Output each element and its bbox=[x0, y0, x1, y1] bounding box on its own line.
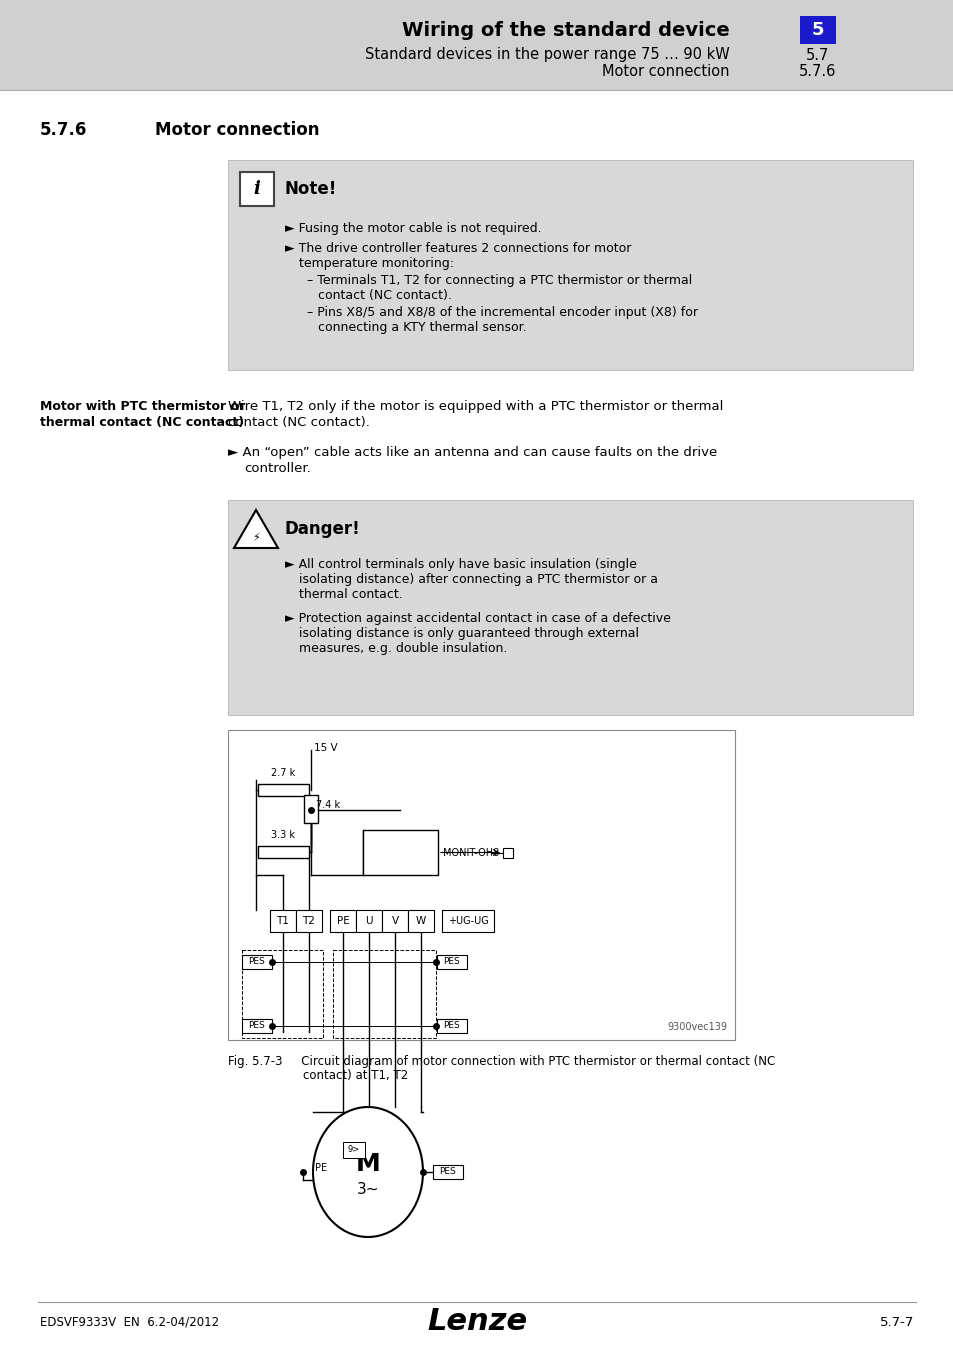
Bar bbox=[381, 910, 408, 932]
Bar bbox=[242, 950, 323, 1038]
Text: thermal contact (NC contact): thermal contact (NC contact) bbox=[40, 416, 244, 429]
Bar bbox=[433, 1165, 462, 1179]
Bar bbox=[363, 830, 437, 875]
Bar bbox=[343, 1142, 365, 1158]
Bar bbox=[270, 910, 295, 932]
Bar bbox=[800, 16, 835, 45]
Text: Wire T1, T2 only if the motor is equipped with a PTC thermistor or thermal: Wire T1, T2 only if the motor is equippe… bbox=[228, 400, 722, 413]
Text: U: U bbox=[365, 917, 373, 926]
Text: 2.7 k: 2.7 k bbox=[271, 768, 295, 778]
Text: controller.: controller. bbox=[244, 462, 311, 475]
Text: T2: T2 bbox=[302, 917, 315, 926]
Text: – Terminals T1, T2 for connecting a PTC thermistor or thermal: – Terminals T1, T2 for connecting a PTC … bbox=[307, 274, 692, 288]
Text: Motor connection: Motor connection bbox=[602, 65, 729, 80]
Text: i: i bbox=[253, 180, 260, 198]
Text: Standard devices in the power range 75 … 90 kW: Standard devices in the power range 75 …… bbox=[365, 47, 729, 62]
Text: V: V bbox=[391, 917, 398, 926]
Ellipse shape bbox=[313, 1107, 422, 1237]
Bar bbox=[228, 500, 912, 716]
Text: thermal contact.: thermal contact. bbox=[298, 589, 402, 601]
Text: Motor connection: Motor connection bbox=[154, 122, 319, 139]
Bar bbox=[441, 910, 494, 932]
Text: W: W bbox=[416, 917, 426, 926]
Bar bbox=[240, 171, 274, 207]
Text: temperature monitoring:: temperature monitoring: bbox=[298, 256, 454, 270]
Text: isolating distance is only guaranteed through external: isolating distance is only guaranteed th… bbox=[298, 626, 639, 640]
Text: 5.7.6: 5.7.6 bbox=[799, 65, 836, 80]
Text: measures, e.g. double insulation.: measures, e.g. double insulation. bbox=[298, 643, 507, 655]
Text: PES: PES bbox=[439, 1168, 456, 1176]
Text: isolating distance) after connecting a PTC thermistor or a: isolating distance) after connecting a P… bbox=[298, 572, 658, 586]
Bar bbox=[333, 950, 436, 1038]
Bar bbox=[257, 784, 309, 796]
Text: PES: PES bbox=[443, 957, 460, 967]
Text: 3~: 3~ bbox=[356, 1183, 379, 1197]
Bar bbox=[436, 1019, 467, 1033]
Bar bbox=[228, 730, 734, 1040]
Text: M: M bbox=[355, 1152, 380, 1176]
Text: ► Protection against accidental contact in case of a defective: ► Protection against accidental contact … bbox=[285, 612, 670, 625]
Text: 3.3 k: 3.3 k bbox=[272, 830, 295, 840]
Text: Danger!: Danger! bbox=[285, 520, 360, 539]
Text: T1: T1 bbox=[276, 917, 289, 926]
Polygon shape bbox=[233, 510, 277, 548]
Text: Motor with PTC thermistor or: Motor with PTC thermistor or bbox=[40, 400, 245, 413]
Text: EDSVF9333V  EN  6.2-04/2012: EDSVF9333V EN 6.2-04/2012 bbox=[40, 1315, 219, 1328]
Text: Wiring of the standard device: Wiring of the standard device bbox=[402, 20, 729, 39]
Text: connecting a KTY thermal sensor.: connecting a KTY thermal sensor. bbox=[317, 321, 526, 333]
Text: ► The drive controller features 2 connections for motor: ► The drive controller features 2 connec… bbox=[285, 242, 631, 255]
Text: +UG-UG: +UG-UG bbox=[447, 917, 488, 926]
Text: PES: PES bbox=[249, 1022, 265, 1030]
Text: PE: PE bbox=[336, 917, 349, 926]
Text: 9>: 9> bbox=[348, 1146, 359, 1154]
Text: contact) at T1, T2: contact) at T1, T2 bbox=[228, 1069, 408, 1081]
Text: ► All control terminals only have basic insulation (single: ► All control terminals only have basic … bbox=[285, 558, 637, 571]
Text: 5.7-7: 5.7-7 bbox=[879, 1315, 913, 1328]
Text: ⚡: ⚡ bbox=[252, 533, 259, 543]
Bar bbox=[0, 0, 953, 90]
Text: ► Fusing the motor cable is not required.: ► Fusing the motor cable is not required… bbox=[285, 221, 541, 235]
Bar bbox=[257, 846, 309, 859]
Text: 15 V: 15 V bbox=[314, 743, 337, 753]
Text: 5.7.6: 5.7.6 bbox=[40, 122, 88, 139]
Text: 7.4 k: 7.4 k bbox=[315, 801, 340, 810]
Bar bbox=[242, 1019, 272, 1033]
Text: 5: 5 bbox=[811, 22, 823, 39]
Bar bbox=[228, 161, 912, 370]
Text: – Pins X8/5 and X8/8 of the incremental encoder input (X8) for: – Pins X8/5 and X8/8 of the incremental … bbox=[307, 306, 698, 319]
Text: 5.7: 5.7 bbox=[805, 47, 829, 62]
Bar bbox=[295, 910, 322, 932]
Bar bbox=[304, 795, 317, 824]
Bar bbox=[436, 954, 467, 969]
Text: PES: PES bbox=[443, 1022, 460, 1030]
Text: MONIT-OH8: MONIT-OH8 bbox=[442, 848, 498, 857]
Text: Fig. 5.7-3     Circuit diagram of motor connection with PTC thermistor or therma: Fig. 5.7-3 Circuit diagram of motor conn… bbox=[228, 1054, 775, 1068]
Text: 9300vec139: 9300vec139 bbox=[666, 1022, 726, 1031]
Bar bbox=[242, 954, 272, 969]
Bar bbox=[408, 910, 434, 932]
Text: ► An “open” cable acts like an antenna and can cause faults on the drive: ► An “open” cable acts like an antenna a… bbox=[228, 446, 717, 459]
Text: Lenze: Lenze bbox=[427, 1308, 526, 1336]
Bar bbox=[355, 910, 381, 932]
Text: contact (NC contact).: contact (NC contact). bbox=[228, 416, 370, 429]
Text: Note!: Note! bbox=[285, 180, 337, 198]
Bar bbox=[330, 910, 355, 932]
Bar bbox=[502, 848, 513, 857]
Text: PES: PES bbox=[249, 957, 265, 967]
Text: contact (NC contact).: contact (NC contact). bbox=[317, 289, 452, 302]
Text: PE: PE bbox=[314, 1162, 327, 1173]
